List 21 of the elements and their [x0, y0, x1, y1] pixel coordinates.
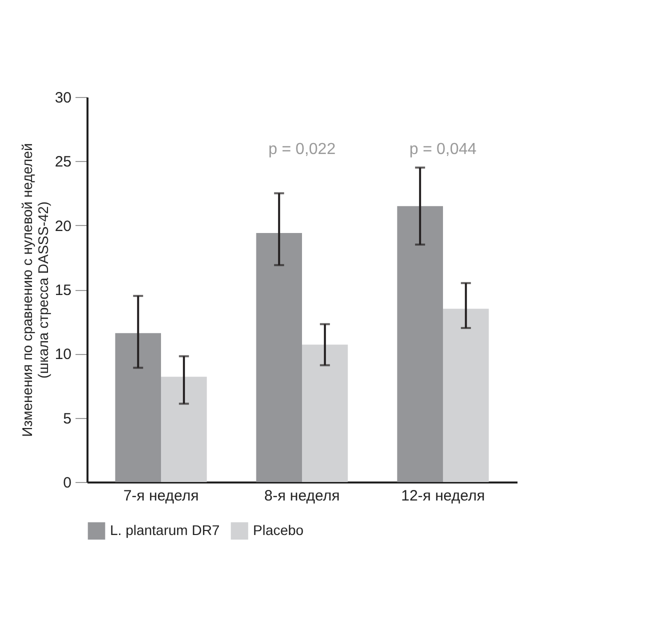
bar	[397, 206, 443, 482]
y-tick-label: 30	[54, 90, 72, 106]
x-tick-label: 12-я неделя	[401, 488, 485, 504]
annotation: p = 0,044	[409, 141, 477, 158]
legend-label: L. plantarum DR7	[110, 522, 220, 538]
y-axis-title: Изменения по сравнению с нулевой неделей (шкала стресса DASSS-42)	[18, 143, 51, 437]
bar	[161, 376, 207, 482]
x-tick-label: 7-я неделя	[123, 488, 199, 504]
bar	[442, 308, 489, 482]
legend-label: Placebo	[253, 522, 304, 538]
y-tick-label: 10	[54, 346, 72, 364]
y-tick-label: 25	[54, 154, 72, 171]
y-tick-label: 0	[63, 474, 72, 492]
x-tick-label: 8-я неделя	[264, 488, 340, 504]
y-tick-label: 20	[54, 218, 72, 235]
y-tick-label: 5	[63, 410, 72, 428]
bar	[115, 333, 162, 482]
bar	[256, 233, 302, 482]
y-tick-label: 15	[54, 282, 72, 299]
annotation: p = 0,022	[268, 141, 336, 158]
bar	[302, 344, 348, 482]
